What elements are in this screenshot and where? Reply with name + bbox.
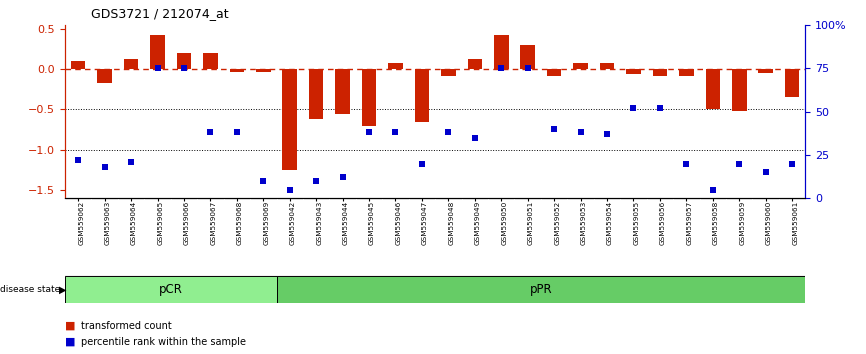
Bar [388,63,403,69]
Bar [177,53,191,69]
Text: GSM559048: GSM559048 [449,201,455,245]
Text: GSM559053: GSM559053 [580,201,586,245]
Bar [626,69,641,74]
Text: GSM559044: GSM559044 [343,201,349,245]
Bar [494,35,508,69]
Bar [71,61,86,69]
Bar [785,69,799,97]
Bar [600,63,614,69]
Text: GSM559062: GSM559062 [78,201,84,245]
Text: GSM559047: GSM559047 [422,201,428,245]
Text: GSM559054: GSM559054 [607,201,613,245]
Bar [276,276,805,303]
Text: GSM559057: GSM559057 [687,201,693,245]
Text: GSM559058: GSM559058 [713,201,719,245]
Text: GSM559056: GSM559056 [660,201,666,245]
Text: GSM559061: GSM559061 [792,201,798,245]
Text: ▶: ▶ [59,284,67,295]
Bar [97,69,112,83]
Text: percentile rank within the sample: percentile rank within the sample [81,337,246,347]
Text: GSM559063: GSM559063 [105,201,111,245]
Bar [204,53,217,69]
Bar [732,69,746,111]
Bar [468,59,482,69]
Text: GSM559052: GSM559052 [554,201,560,245]
Bar [653,69,667,76]
Text: GSM559060: GSM559060 [766,201,772,245]
Text: ■: ■ [65,337,75,347]
Text: GSM559049: GSM559049 [475,201,481,245]
Bar [282,69,297,170]
Text: GSM559064: GSM559064 [131,201,137,245]
Text: GSM559055: GSM559055 [634,201,639,245]
Text: pPR: pPR [530,283,553,296]
Bar [309,69,323,119]
Bar [124,59,139,69]
Text: GSM559042: GSM559042 [290,201,295,245]
Bar [256,69,270,72]
Text: GSM559043: GSM559043 [316,201,322,245]
Bar [520,45,535,69]
Text: ■: ■ [65,321,75,331]
Text: GSM559069: GSM559069 [263,201,269,245]
Bar [573,63,588,69]
Bar [706,69,721,109]
Text: GDS3721 / 212074_at: GDS3721 / 212074_at [91,7,229,20]
Text: GSM559068: GSM559068 [236,201,242,245]
Bar [335,69,350,114]
Text: GSM559051: GSM559051 [527,201,533,245]
Bar [679,69,694,76]
Text: GSM559045: GSM559045 [369,201,375,245]
Text: GSM559067: GSM559067 [210,201,216,245]
Text: GSM559066: GSM559066 [184,201,190,245]
Bar [65,276,276,303]
Text: GSM559046: GSM559046 [396,201,402,245]
Text: GSM559065: GSM559065 [158,201,164,245]
Text: transformed count: transformed count [81,321,171,331]
Text: GSM559050: GSM559050 [501,201,507,245]
Bar [229,69,244,72]
Bar [441,69,456,76]
Text: disease state: disease state [0,285,63,294]
Bar [362,69,377,126]
Bar [150,35,165,69]
Bar [759,69,773,73]
Text: pCR: pCR [158,283,183,296]
Bar [547,69,561,76]
Text: GSM559059: GSM559059 [740,201,746,245]
Bar [415,69,430,121]
